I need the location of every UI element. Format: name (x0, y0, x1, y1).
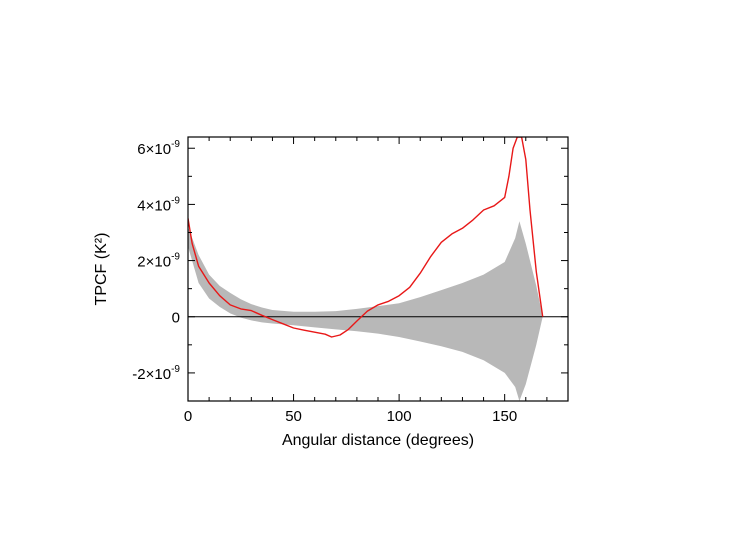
y-tick-label: 6×10-9 (137, 139, 180, 158)
variance-band (188, 221, 543, 401)
variance-band-layer (188, 221, 543, 401)
y-tick-label: 2×10-9 (137, 252, 180, 271)
y-tick-label: -2×10-9 (132, 364, 180, 383)
x-tick-label: 50 (285, 408, 302, 425)
y-tick-label: 0 (172, 310, 180, 327)
tick-layer: 0 50 100 150 6×10-9 4×10-9 2×10-9 0 -2×10-9 (132, 137, 568, 425)
series-line-layer (188, 137, 544, 338)
x-tick-label: 100 (387, 408, 412, 425)
x-axis-title: Angular distance (degrees) (282, 432, 474, 449)
x-tick-label: 150 (492, 408, 517, 425)
y-tick-label: 4×10-9 (137, 195, 180, 214)
x-tick-label: 0 (184, 408, 192, 425)
y-axis-title: TPCF (K²) (93, 233, 110, 306)
tpcf-series-line-0 (188, 137, 544, 338)
